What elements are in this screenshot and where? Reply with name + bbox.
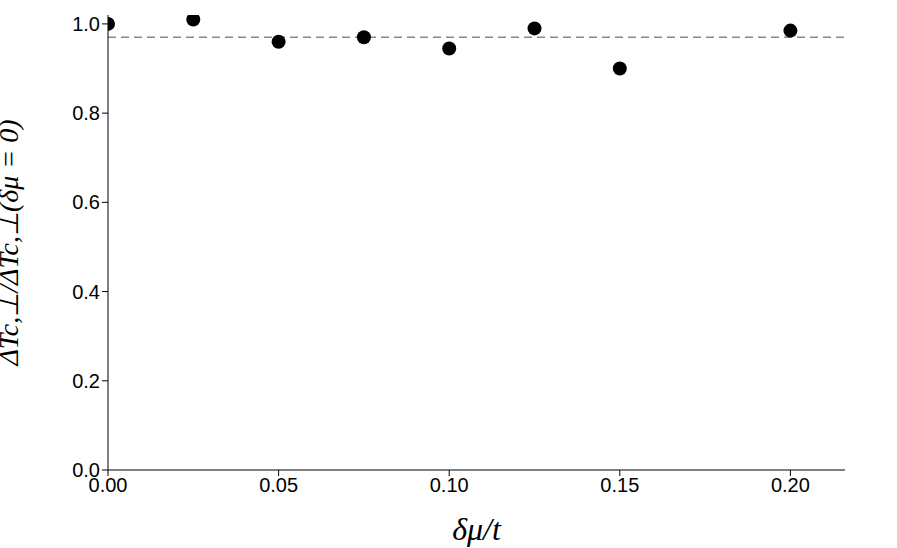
svg-text:0.6: 0.6 [72, 191, 100, 213]
svg-text:0.2: 0.2 [72, 370, 100, 392]
svg-text:0.10: 0.10 [430, 474, 469, 496]
svg-text:0.20: 0.20 [771, 474, 810, 496]
svg-text:ΔTc,⊥/ΔTc,⊥(δμ = 0): ΔTc,⊥/ΔTc,⊥(δμ = 0) [8, 119, 24, 366]
svg-text:0.15: 0.15 [600, 474, 639, 496]
svg-text:0.05: 0.05 [259, 474, 298, 496]
svg-text:0.8: 0.8 [72, 102, 100, 124]
svg-text:1.0: 1.0 [72, 13, 100, 35]
svg-text:0.4: 0.4 [72, 281, 100, 303]
svg-text:δμ/t: δμ/t [452, 511, 502, 547]
svg-text:0.0: 0.0 [72, 459, 100, 481]
svg-text:0.00: 0.00 [88, 474, 128, 497]
